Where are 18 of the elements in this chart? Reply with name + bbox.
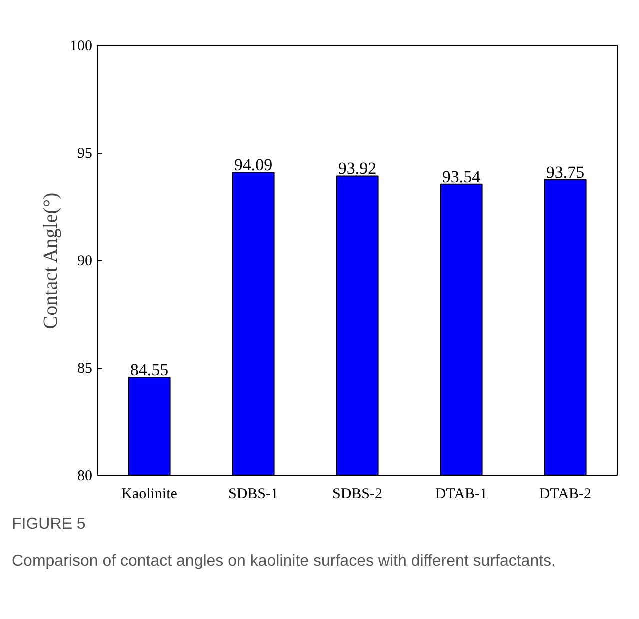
x-tick-label: DTAB-2 — [539, 486, 592, 502]
y-tick-label: 80 — [78, 468, 92, 484]
x-tick-label: Kaolinite — [122, 486, 178, 502]
y-tick-label: 95 — [78, 146, 92, 162]
x-tick-label: SDBS-2 — [332, 486, 383, 502]
caption: FIGURE 5 — [12, 515, 86, 535]
y-axis-title: Contact Angle(°) — [40, 192, 62, 330]
y-tick-label: 90 — [78, 254, 92, 270]
y-tick-label: 85 — [78, 361, 92, 377]
y-tick-label: 100 — [70, 38, 92, 54]
data-label: 93.54 — [442, 167, 482, 186]
data-label: 84.55 — [130, 360, 169, 380]
data-label: 93.75 — [546, 162, 585, 182]
x-tick-label: DTAB-1 — [435, 486, 488, 502]
text: Comparison of contact angles on kaolinite surfaces with different surfactants. — [12, 552, 556, 572]
x-tick-label: SDBS-1 — [228, 486, 279, 502]
data-label: 93.92 — [338, 159, 377, 178]
data-label: 94.09 — [234, 156, 273, 175]
